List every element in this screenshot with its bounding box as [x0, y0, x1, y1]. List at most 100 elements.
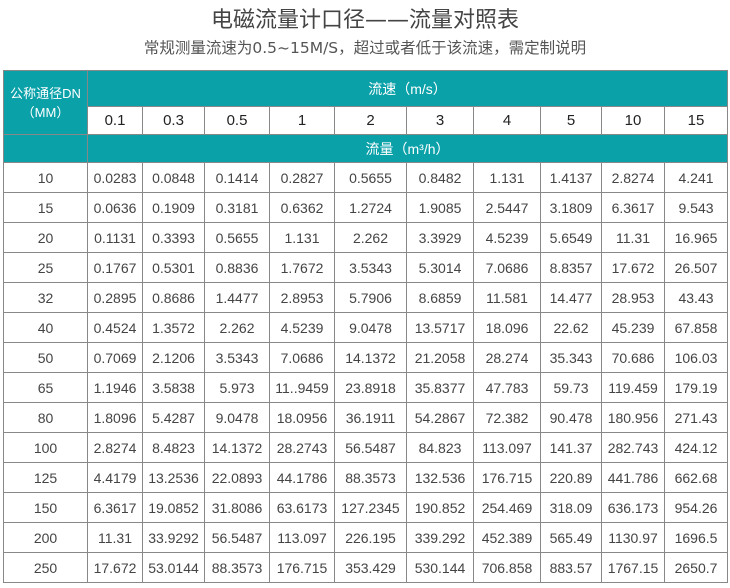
flow-cell: 21.2058 [406, 342, 474, 373]
speed-cell: 4 [473, 106, 541, 135]
flow-cell: 176.715 [473, 462, 541, 493]
flow-cell: 0.1767 [87, 252, 143, 283]
flow-cell: 1.9085 [406, 192, 474, 223]
flow-cell: 190.852 [406, 492, 474, 523]
flow-cell: 0.5301 [142, 252, 205, 283]
dn-cell: 32 [3, 282, 88, 313]
flow-cell: 318.09 [540, 492, 602, 523]
table-row: 15 0.0636 0.1909 0.3181 0.6362 1.2724 1.9085 2.… [3, 192, 729, 223]
dn-header-line1: 公称通径DN [10, 85, 81, 101]
flow-cell: 31.8086 [204, 492, 270, 523]
flow-cell: 0.0283 [87, 162, 143, 193]
flow-cell: 17.672 [601, 252, 665, 283]
flow-cell: 1.3572 [142, 312, 205, 343]
flow-cell: 3.5343 [204, 342, 270, 373]
table-row: 250 17.672 53.0144 88.3573 176.715 353.429 530… [3, 552, 729, 583]
flow-cell: 28.2743 [269, 432, 335, 463]
flow-cell: 565.49 [540, 522, 602, 553]
dn-cell: 125 [3, 462, 88, 493]
flow-cell: 883.57 [540, 552, 602, 583]
flow-cell: 88.3573 [334, 462, 407, 493]
flow-cell: 28.274 [473, 342, 541, 373]
flow-cell: 2.8274 [601, 162, 665, 193]
dn-cell: 250 [3, 552, 88, 583]
dn-cell: 80 [3, 402, 88, 433]
flow-cell: 127.2345 [334, 492, 407, 523]
flow-cell: 2.8274 [87, 432, 143, 463]
flow-cell: 353.429 [334, 552, 407, 583]
flow-cell: 2.8953 [269, 282, 335, 313]
flow-cell: 254.469 [473, 492, 541, 523]
flow-cell: 113.097 [473, 432, 541, 463]
flow-cell: 88.3573 [204, 552, 270, 583]
flow-cell: 0.3393 [142, 222, 205, 253]
flow-cell: 0.8686 [142, 282, 205, 313]
flow-cell: 11.581 [473, 282, 541, 313]
flow-cell: 1130.97 [601, 522, 665, 553]
flow-cell: 636.173 [601, 492, 665, 523]
flow-cell: 0.2827 [269, 162, 335, 193]
flow-cell: 3.5838 [142, 372, 205, 403]
flow-cell: 90.478 [540, 402, 602, 433]
flow-cell: 5.7906 [334, 282, 407, 313]
flow-cell: 954.26 [663, 492, 729, 523]
table-row: 32 0.2895 0.8686 1.4477 2.8953 5.7906 8.6859 11… [3, 282, 729, 313]
flow-cell: 19.0852 [142, 492, 205, 523]
dn-header-line2: （MM） [21, 104, 70, 120]
flow-cell: 706.858 [473, 552, 541, 583]
flow-cell: 179.19 [663, 372, 729, 403]
flow-cell: 0.1414 [204, 162, 270, 193]
flow-cell: 226.195 [334, 522, 407, 553]
flow-cell: 6.3617 [87, 492, 143, 523]
dn-cell: 20 [3, 222, 88, 253]
flow-cell: 0.0848 [142, 162, 205, 193]
speed-cell: 1 [269, 106, 335, 135]
table-row: 125 4.4179 13.2536 22.0893 44.1786 88.3573 132… [3, 462, 729, 493]
flow-cell: 3.1809 [540, 192, 602, 223]
flow-cell: 4.241 [663, 162, 729, 193]
speed-cell: 0.3 [142, 106, 205, 135]
flow-cell: 452.389 [473, 522, 541, 553]
page-subtitle: 常规测量流速为0.5~15M/S，超过或者低于该流速，需定制说明 [143, 39, 587, 57]
flow-cell: 3.5343 [334, 252, 407, 283]
flow-cell: 9.0478 [334, 312, 407, 343]
table-row: 25 0.1767 0.5301 0.8836 1.7672 3.5343 5.3014 7.… [3, 252, 729, 283]
flow-cell: 106.03 [663, 342, 729, 373]
flow-cell: 0.7069 [87, 342, 143, 373]
flow-cell: 662.68 [663, 462, 729, 493]
flow-cell: 282.743 [601, 432, 665, 463]
flow-cell: 220.89 [540, 462, 602, 493]
speed-cell: 5 [540, 106, 602, 135]
speed-cell: 2 [334, 106, 407, 135]
table-row: 80 1.8096 5.4287 9.0478 18.0956 36.1911 54.286… [3, 402, 729, 433]
flow-cell: 70.686 [601, 342, 665, 373]
flow-cell: 84.823 [406, 432, 474, 463]
dn-cell: 10 [3, 162, 88, 193]
flow-cell: 14.1372 [204, 432, 270, 463]
speed-cell: 0.1 [87, 106, 143, 135]
speed-header: 流速（m/s） [86, 70, 729, 107]
flow-cell: 47.783 [473, 372, 541, 403]
dn-cell: 50 [3, 342, 88, 373]
flow-cell: 28.953 [601, 282, 665, 313]
dn-cell: 40 [3, 312, 88, 343]
flow-cell: 0.5655 [204, 222, 270, 253]
flow-cell: 17.672 [87, 552, 143, 583]
flow-cell: 53.0144 [142, 552, 205, 583]
flow-cell: 0.1131 [87, 222, 143, 253]
flow-cell: 1.131 [473, 162, 541, 193]
flow-cell: 5.973 [204, 372, 270, 403]
flow-cell: 4.4179 [87, 462, 143, 493]
dn-cell: 200 [3, 522, 88, 553]
flow-cell: 339.292 [406, 522, 474, 553]
flow-cell: 23.8918 [334, 372, 407, 403]
flow-cell: 0.8482 [406, 162, 474, 193]
table-row: 10 0.0283 0.0848 0.1414 0.2827 0.5655 0.8482 1.… [3, 162, 729, 193]
dn-cell: 150 [3, 492, 88, 523]
flow-cell: 119.459 [601, 372, 665, 403]
flow-cell: 13.5717 [406, 312, 474, 343]
flow-cell: 2650.7 [663, 552, 729, 583]
flow-cell: 8.6859 [406, 282, 474, 313]
flow-cell: 1.131 [269, 222, 335, 253]
table-row: 200 11.31 33.9292 56.5487 113.097 226.195 339.… [3, 522, 729, 553]
